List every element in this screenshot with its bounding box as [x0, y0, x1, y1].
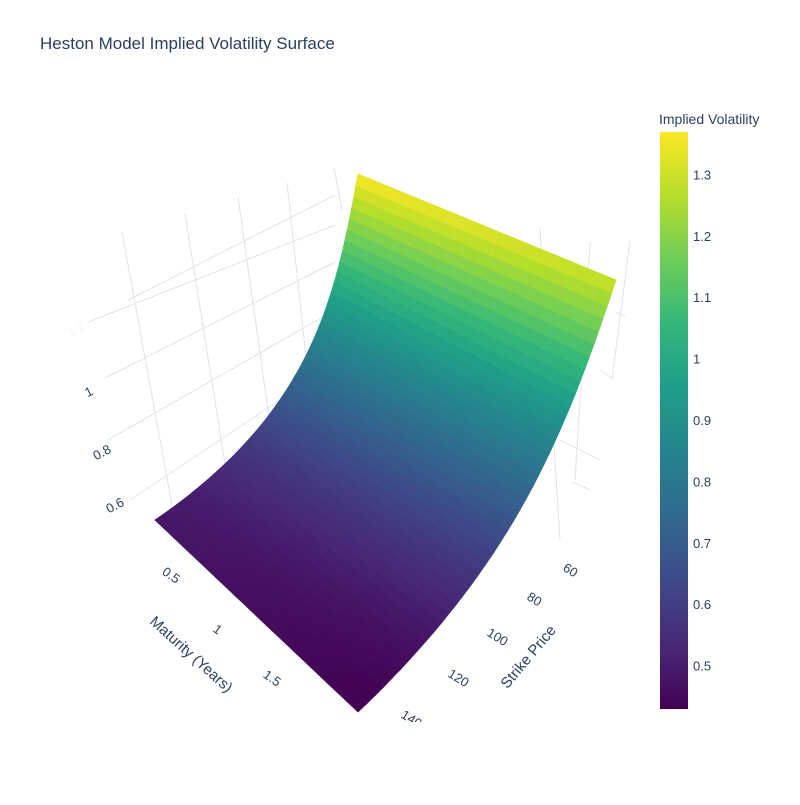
- chart-title: Heston Model Implied Volatility Surface: [40, 34, 335, 53]
- grid-vertical-left-1: [184, 213, 227, 471]
- colorbar-tick-6: 1.1: [693, 290, 711, 305]
- colorbar-tick-4: 0.9: [693, 413, 711, 428]
- grid-horizontal-left-3: [87, 224, 336, 323]
- strike-tick-2: 100: [484, 625, 510, 649]
- axis-label-cover: [385, 722, 425, 742]
- surface-patch-799: [598, 274, 617, 294]
- colorbar-tick-3: 0.8: [693, 474, 711, 489]
- iv-surface[interactable]: [154, 173, 617, 713]
- grid-vertical-left-4: [333, 167, 343, 211]
- colorbar-ticks: 0.5 0.6 0.7 0.8 0.9 1 1.1 1.2 1.3: [693, 168, 711, 674]
- strike-tick-3: 120: [445, 666, 471, 690]
- z-axis-ticks: 0.6 0.8 1 1.2: [64, 317, 126, 516]
- grid-vertical-right-2: [611, 239, 631, 381]
- colorbar-title: Implied Volatility: [659, 111, 759, 127]
- colorbar-tick-5: 1: [693, 352, 700, 367]
- maturity-tick-2: 1.5: [260, 667, 283, 690]
- z-tick-2: 1: [82, 383, 95, 400]
- colorbar-tick-8: 1.3: [693, 168, 711, 183]
- z-tick-0: 0.6: [103, 494, 126, 516]
- grid-horizontal-right-0: [559, 439, 601, 461]
- strike-tick-0: 60: [560, 560, 580, 580]
- maturity-tick-1: 1: [210, 621, 225, 637]
- grid-horizontal-left-4: [127, 194, 336, 301]
- colorbar-tick-7: 1.2: [693, 229, 711, 244]
- colorbar: Implied Volatility 0.5 0.6 0.7 0.8 0.9 1 1.1 1.…: [659, 111, 759, 709]
- strike-tick-1: 80: [524, 589, 544, 609]
- grid-horizontal-right-2: [599, 369, 613, 379]
- colorbar-bar: [660, 132, 688, 709]
- colorbar-tick-2: 0.7: [693, 536, 711, 551]
- grid-horizontal-right-1: [571, 481, 591, 491]
- grid-vertical-left-0: [121, 231, 173, 506]
- maturity-tick-0: 0.5: [159, 564, 182, 587]
- grid-horizontal-left-1: [107, 309, 336, 441]
- z-tick-1: 0.8: [90, 441, 113, 463]
- grid-horizontal-left-2: [104, 261, 336, 379]
- colorbar-tick-1: 0.6: [693, 597, 711, 612]
- grid-horizontal-right-3: [614, 311, 626, 317]
- grid-vertical-left-2: [237, 196, 273, 439]
- colorbar-tick-0: 0.5: [693, 659, 711, 674]
- z-tick-3: 1.2: [64, 317, 87, 339]
